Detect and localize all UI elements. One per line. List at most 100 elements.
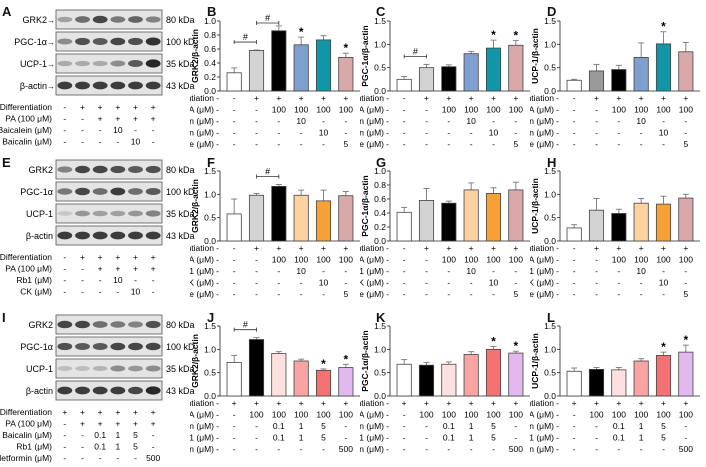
treatment-value: - — [573, 243, 576, 253]
bar — [678, 51, 694, 92]
treatment-value: 100 — [442, 410, 456, 420]
treatment-value: - — [492, 139, 495, 149]
protein-band — [92, 231, 108, 240]
treatment-label: PA (100 μM) — [5, 264, 52, 274]
treatment-value: 500 — [146, 453, 160, 463]
protein-band — [92, 386, 108, 395]
treatment-value: + — [572, 398, 577, 408]
treatment-dash: - — [216, 105, 219, 115]
treatment-value: - — [662, 139, 665, 149]
treatment-dash: - — [216, 398, 219, 408]
treatment-value: 1 — [469, 421, 474, 431]
treatment-value: 10 — [466, 116, 476, 126]
treatment-value: - — [81, 114, 84, 124]
protein-label: UCP-1 — [20, 59, 47, 69]
treatment-value: - — [573, 255, 576, 265]
treatment-value: - — [403, 421, 406, 431]
treatment-value: - — [233, 93, 236, 103]
treatment-value: - — [617, 116, 620, 126]
treatment-value: - — [233, 266, 236, 276]
treatment-dash: - — [556, 93, 559, 103]
treatment-value: - — [81, 453, 84, 463]
treatment-value: + — [232, 398, 237, 408]
treatment-value: + — [469, 93, 474, 103]
treatment-value: - — [617, 266, 620, 276]
treatment-value: - — [81, 275, 84, 285]
panel-letter-f: F — [207, 155, 215, 170]
y-axis-label: UCP-1/β-actin — [530, 178, 540, 234]
treatment-value: - — [403, 289, 406, 299]
treatment-value: 5 — [321, 421, 326, 431]
treatment-value: - — [425, 128, 428, 138]
y-tick-label: 0.5 — [204, 368, 216, 378]
treatment-value: 100 — [656, 255, 670, 265]
bar — [441, 66, 457, 92]
treatment-value: - — [233, 444, 236, 454]
protein-band — [145, 365, 161, 372]
significance-hash: # — [243, 32, 248, 42]
treatment-value: - — [573, 289, 576, 299]
treatment-dash: - — [216, 444, 219, 454]
treatment-value: - — [81, 125, 84, 135]
treatment-value: - — [425, 105, 428, 115]
molecular-weight-label: 35 kDa — [166, 59, 195, 69]
treatment-value: - — [63, 148, 66, 150]
treatment-value: 10 — [466, 266, 476, 276]
treatment-value: - — [403, 444, 406, 454]
treatment-value: - — [344, 128, 347, 138]
treatment-value: + — [133, 252, 138, 262]
bar — [485, 348, 502, 397]
treatment-value: - — [233, 278, 236, 288]
treatment-value: + — [513, 93, 518, 103]
protein-band — [128, 342, 143, 351]
treatment-value: - — [300, 128, 303, 138]
treatment-value: + — [491, 93, 496, 103]
treatment-value: 500 — [339, 444, 353, 454]
treatment-value: + — [254, 93, 259, 103]
treatment-value: + — [661, 398, 666, 408]
treatment-value: - — [322, 266, 325, 276]
bar-chart-c: PGC-1α/β-actin 0.0 0.5 1.0 1.5 * * # Differentia… — [360, 16, 530, 149]
panel-letter-h: H — [547, 155, 557, 170]
treatment-value: - — [684, 421, 687, 431]
treatment-value: 5 — [491, 421, 496, 431]
treatment-value: 100 — [316, 105, 330, 115]
treatment-value: - — [277, 128, 280, 138]
significance-star: * — [661, 20, 666, 34]
treatment-value: - — [595, 444, 598, 454]
treatment-value: - — [344, 433, 347, 443]
y-tick-label: 1.5 — [544, 166, 556, 176]
treatment-value: 0.1 — [613, 433, 625, 443]
significance-star: * — [491, 335, 496, 349]
panel-letter-j: J — [207, 310, 215, 325]
treatment-value: - — [63, 453, 66, 463]
treatment-label: Rb1 (μM) — [190, 433, 214, 443]
treatment-label: Paroxetine (μM) — [190, 289, 214, 299]
treatment-value: - — [640, 289, 643, 299]
treatment-value: 10 — [296, 116, 306, 126]
treatment-label: Rb1 (μM) — [530, 433, 554, 443]
treatment-value: - — [99, 298, 102, 300]
treatment-value: - — [447, 266, 450, 276]
treatment-value: 1 — [115, 442, 120, 452]
y-tick-label: 1.0 — [374, 39, 386, 49]
protein-band — [92, 365, 108, 372]
treatment-value: + — [98, 407, 103, 417]
protein-band — [75, 60, 90, 67]
arrow-icon: → — [47, 16, 55, 25]
treatment-value: - — [640, 128, 643, 138]
significance-hash: # — [265, 13, 270, 23]
treatment-value: - — [662, 266, 665, 276]
treatment-value: 100 — [339, 410, 353, 420]
y-tick-label: 0.5 — [374, 368, 386, 378]
treatment-value: - — [63, 137, 66, 147]
bar — [485, 193, 502, 242]
protein-band — [92, 15, 108, 24]
bar — [588, 70, 605, 92]
treatment-value: - — [447, 444, 450, 454]
blot-membrane-strip — [55, 358, 163, 379]
protein-band — [145, 187, 161, 196]
bar — [508, 189, 524, 242]
treatment-value: 100 — [442, 105, 456, 115]
molecular-weight-label: 80 kDa — [166, 15, 195, 25]
